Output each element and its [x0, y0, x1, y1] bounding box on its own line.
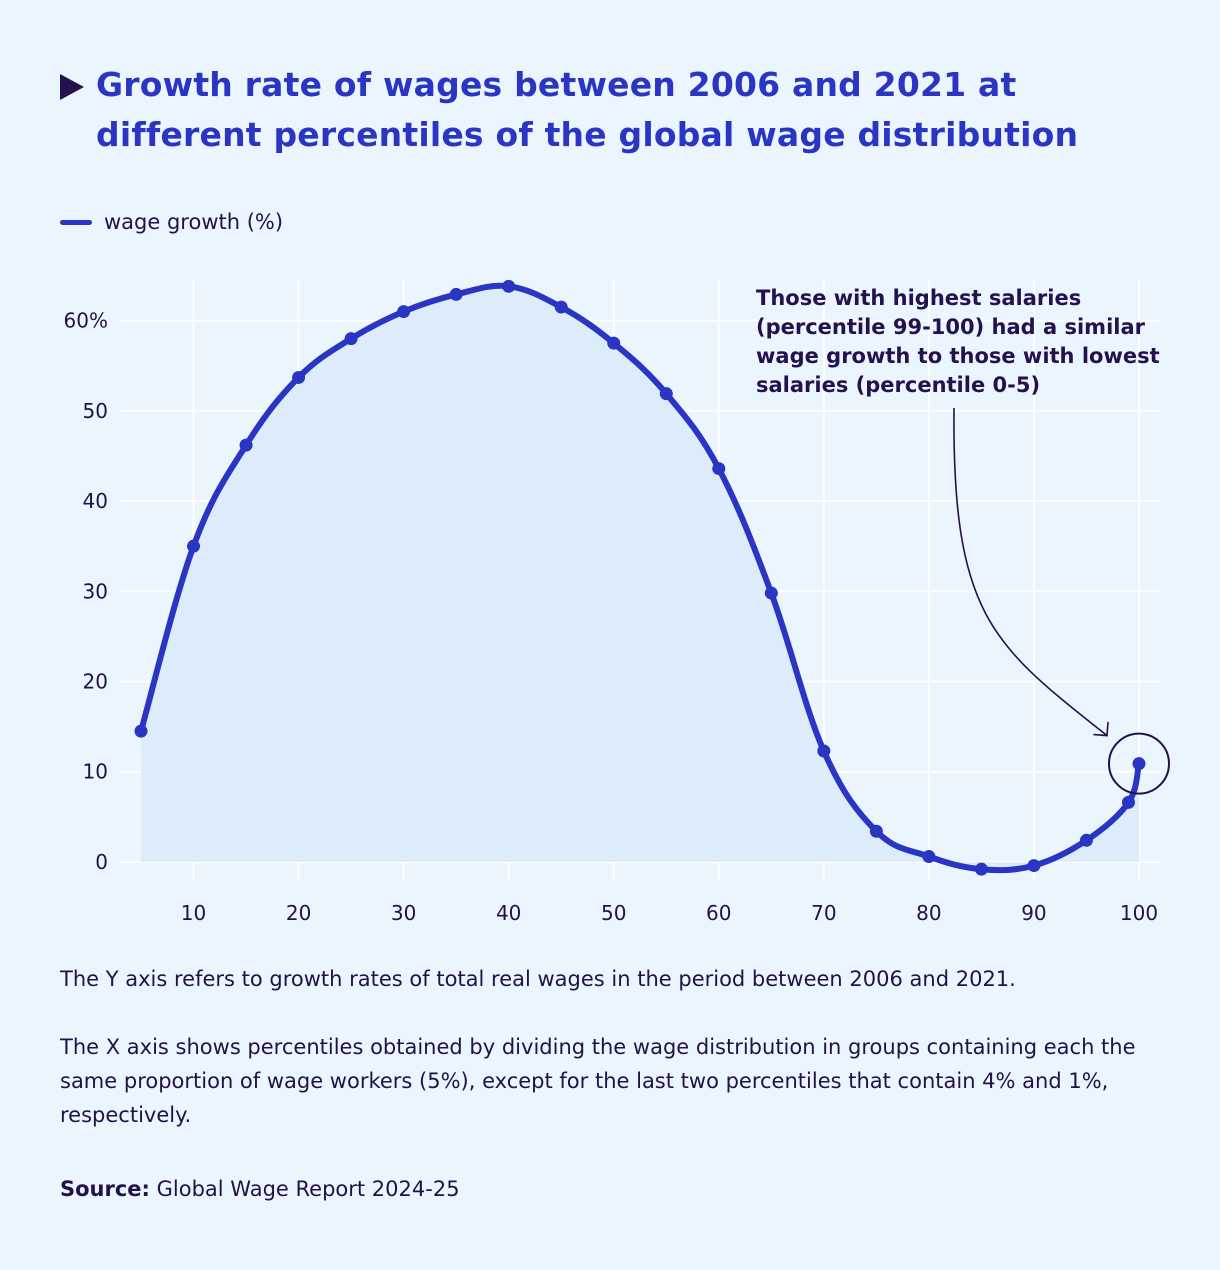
data-point [344, 332, 358, 346]
notes: The Y axis refers to growth rates of tot… [60, 962, 1160, 1166]
data-point [1079, 833, 1093, 847]
data-point [869, 824, 883, 838]
x-tick-label: 60 [706, 901, 731, 925]
data-point [659, 387, 673, 401]
chart-title: Growth rate of wages between 2006 and 20… [96, 65, 1079, 154]
legend-label: wage growth (%) [104, 210, 284, 234]
legend-line-swatch [60, 219, 92, 225]
data-point [607, 336, 621, 350]
x-tick-label: 70 [811, 901, 836, 925]
arrowhead-icon [1093, 721, 1109, 737]
y-tick-label: 40 [83, 489, 108, 513]
annotation-text: Those with highest salaries (percentile … [756, 286, 1160, 397]
data-points [134, 279, 1146, 876]
data-point [712, 462, 726, 476]
x-tick-label: 100 [1120, 901, 1158, 925]
data-point [292, 370, 306, 384]
x-tick-label: 30 [391, 901, 416, 925]
data-point [449, 287, 463, 301]
y-tick-label: 60% [64, 309, 108, 333]
x-axis-note: The X axis shows percentiles obtained by… [60, 1035, 1136, 1127]
data-point [554, 300, 568, 314]
y-tick-label: 30 [83, 579, 108, 603]
line-chart: 0 10 20 30 40 50 60% 10 20 30 40 50 60 70 80 90 100 [64, 279, 1170, 925]
x-tick-label: 10 [181, 901, 206, 925]
x-tick-label: 80 [916, 901, 941, 925]
data-point [397, 305, 411, 319]
legend: wage growth (%) [60, 210, 283, 234]
x-tick-label: 50 [601, 901, 626, 925]
data-point [1027, 859, 1041, 873]
area-shape [141, 285, 1139, 871]
y-tick-label: 20 [83, 670, 108, 694]
y-tick-label: 0 [95, 850, 108, 874]
x-tick-label: 40 [496, 901, 521, 925]
axis-labels: 0 10 20 30 40 50 60% 10 20 30 40 50 60 70 80 90 100 [64, 309, 1159, 925]
data-point [974, 862, 988, 876]
y-tick-label: 10 [83, 760, 108, 784]
annotation-arrow [953, 407, 1108, 737]
source-text: Global Wage Report 2024-25 [156, 1177, 460, 1201]
y-tick-label: 50 [83, 399, 108, 423]
x-tick-label: 20 [286, 901, 311, 925]
data-point [187, 539, 201, 553]
data-point [1132, 757, 1146, 771]
title-triangle-icon [60, 74, 84, 100]
source-label: Source: [60, 1177, 150, 1201]
title-block: Growth rate of wages between 2006 and 20… [60, 60, 1180, 160]
area-fill [141, 285, 1139, 871]
data-point [817, 744, 831, 758]
data-point [1121, 795, 1135, 809]
source-line: Source: Global Wage Report 2024-25 [60, 1177, 460, 1201]
data-point [134, 724, 148, 738]
data-point [502, 279, 516, 293]
highlight-circle [1107, 732, 1170, 795]
data-point [764, 586, 778, 600]
x-tick-label: 90 [1021, 901, 1046, 925]
data-point [239, 438, 253, 452]
annotation-graphics [953, 407, 1170, 795]
y-axis-note: The Y axis refers to growth rates of tot… [60, 967, 1016, 991]
data-point [922, 850, 936, 864]
